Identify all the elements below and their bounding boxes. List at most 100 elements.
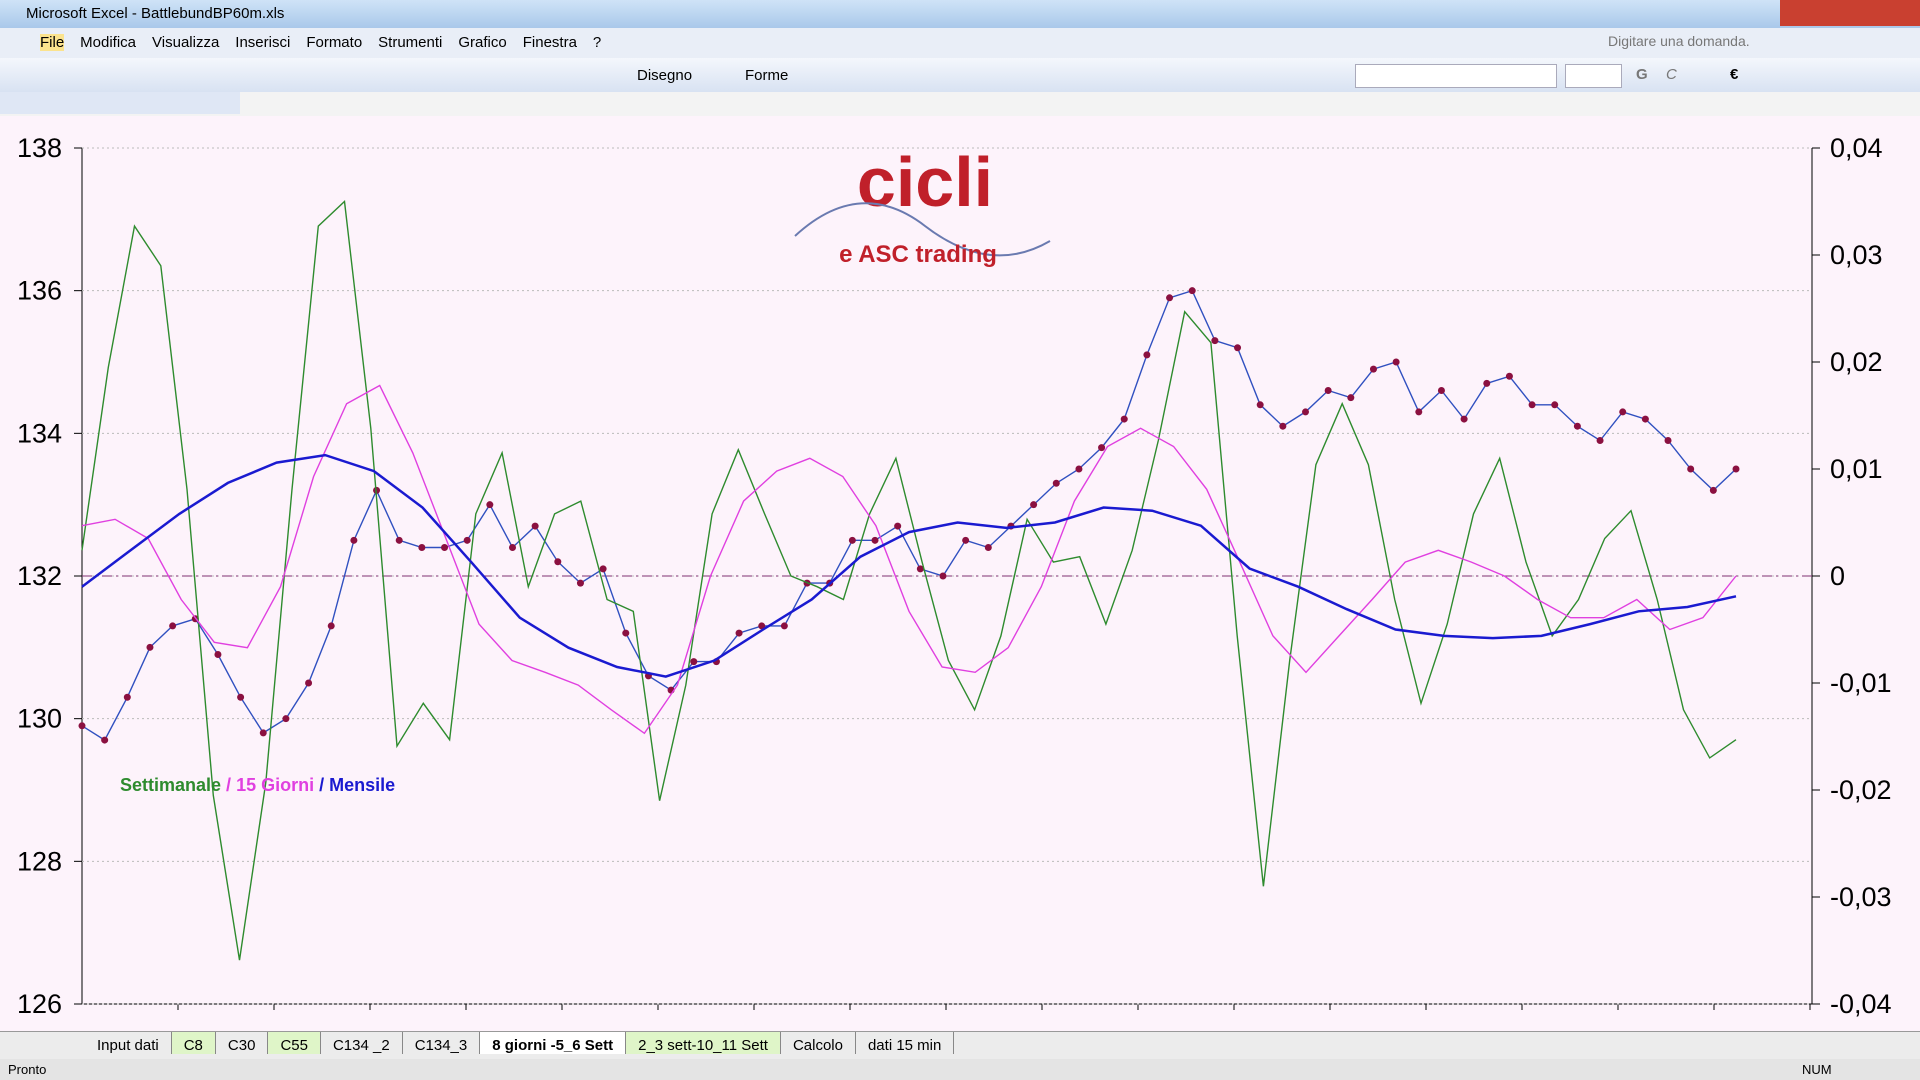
y-tick-label: 132	[17, 561, 62, 591]
y-tick-label: 128	[17, 846, 62, 876]
shapes-menu[interactable]: Forme	[745, 67, 789, 84]
data-marker	[1324, 387, 1332, 395]
y2-tick-label: 0,03	[1830, 240, 1883, 270]
sheet-tab[interactable]: Calcolo	[781, 1032, 856, 1054]
menu-item[interactable]: Modifica	[80, 34, 137, 51]
data-marker	[169, 622, 177, 630]
window-controls[interactable]	[1780, 0, 1920, 26]
data-marker	[962, 536, 970, 544]
series-line	[81, 384, 1737, 735]
data-marker	[350, 536, 358, 544]
series-line	[81, 200, 1737, 961]
help-box[interactable]: Digitare una domanda.	[1608, 33, 1750, 49]
y2-tick-label: -0,04	[1830, 989, 1892, 1019]
data-marker	[1098, 444, 1106, 452]
data-marker	[894, 522, 902, 530]
menu-item[interactable]: Strumenti	[378, 34, 443, 51]
data-marker	[259, 729, 267, 737]
data-marker	[622, 629, 630, 637]
data-marker	[1596, 436, 1604, 444]
window-title: Microsoft Excel - BattlebundBP60m.xls	[26, 5, 285, 22]
data-marker	[1415, 408, 1423, 416]
menu-bar: File Modifica Visualizza Inserisci Formato St…	[0, 28, 1920, 58]
y2-tick-label: 0,04	[1830, 133, 1883, 163]
data-marker	[735, 629, 743, 637]
menu-item[interactable]: File	[40, 34, 65, 51]
data-marker	[508, 543, 516, 551]
data-marker	[1188, 287, 1196, 295]
data-marker	[1664, 436, 1672, 444]
data-marker	[848, 536, 856, 544]
menu-item[interactable]: ?	[592, 34, 602, 51]
data-marker	[327, 622, 335, 630]
sheet-tab[interactable]: Input dati	[85, 1032, 172, 1054]
data-marker	[599, 565, 607, 573]
font-box[interactable]	[1355, 64, 1557, 88]
sheet-tab[interactable]: C30	[216, 1032, 269, 1054]
data-marker	[871, 536, 879, 544]
menu-item[interactable]: Grafico	[458, 34, 507, 51]
data-marker	[101, 736, 109, 744]
data-marker	[1619, 408, 1627, 416]
sheet-tab[interactable]: dati 15 min	[856, 1032, 955, 1054]
menu-item[interactable]: Visualizza	[152, 34, 220, 51]
y-tick-label: 126	[17, 989, 62, 1019]
sheet-tab[interactable]: C8	[171, 1032, 216, 1054]
name-box[interactable]	[0, 92, 240, 114]
data-marker	[1483, 379, 1491, 387]
data-marker	[1120, 415, 1128, 423]
data-marker	[1143, 351, 1151, 359]
menu-item[interactable]: Finestra	[522, 34, 577, 51]
data-marker	[1279, 422, 1287, 430]
size-box[interactable]	[1565, 64, 1622, 88]
num-indicator: NUM	[1802, 1062, 1832, 1077]
menu-item[interactable]: Inserisci	[235, 34, 291, 51]
sheet-tab[interactable]: C134 _2	[321, 1032, 403, 1054]
data-marker	[984, 543, 992, 551]
data-marker	[576, 579, 584, 587]
data-marker	[1030, 501, 1038, 509]
y2-tick-label: -0,02	[1830, 775, 1892, 805]
draw-menu[interactable]: Disegno	[637, 67, 693, 84]
data-marker	[1505, 372, 1513, 380]
y2-tick-label: -0,01	[1830, 668, 1892, 698]
sheet-tab[interactable]: 2_3 sett-10_11 Sett	[626, 1032, 781, 1054]
data-marker	[395, 536, 403, 544]
y-tick-label: 136	[17, 276, 62, 306]
data-marker	[1211, 337, 1219, 345]
series-line	[81, 289, 1737, 742]
data-marker	[1075, 465, 1083, 473]
logo-wave	[794, 202, 1051, 257]
chart-area	[0, 116, 1920, 1031]
y-tick-label: 134	[17, 418, 62, 448]
sheet-tab[interactable]: C55	[268, 1032, 321, 1054]
bold-button[interactable]: G	[1636, 66, 1648, 83]
data-marker	[282, 715, 290, 723]
sheet-tab[interactable]: 8 giorni -5_6 Sett	[480, 1032, 627, 1054]
data-marker	[1234, 344, 1242, 352]
data-marker	[780, 622, 788, 630]
data-marker	[1166, 294, 1174, 302]
data-marker	[1052, 479, 1060, 487]
menu-item[interactable]: Formato	[306, 34, 363, 51]
sheet-tabs: Input dati C8 C30 C55 C134 _2 C134_3 8 giorni …	[0, 1031, 1920, 1060]
data-marker	[531, 522, 539, 530]
euro-button[interactable]: €	[1730, 66, 1739, 83]
chart: cicli e ASC trading 126 128 130 132 134 136 13…	[0, 116, 1920, 1031]
data-marker	[1641, 415, 1649, 423]
data-marker	[1732, 465, 1740, 473]
data-marker	[1551, 401, 1559, 409]
data-marker	[78, 722, 86, 730]
data-marker	[1437, 387, 1445, 395]
title-bar: Microsoft Excel - BattlebundBP60m.xls	[0, 0, 1920, 28]
data-marker	[1302, 408, 1310, 416]
italic-button[interactable]: C	[1666, 66, 1677, 83]
data-marker	[237, 693, 245, 701]
series-line	[81, 453, 1737, 678]
y2-tick-label: 0,02	[1830, 347, 1883, 377]
data-marker	[1460, 415, 1468, 423]
formula-bar	[0, 92, 1920, 117]
sheet-tab[interactable]: C134_3	[403, 1032, 481, 1054]
data-marker	[441, 543, 449, 551]
